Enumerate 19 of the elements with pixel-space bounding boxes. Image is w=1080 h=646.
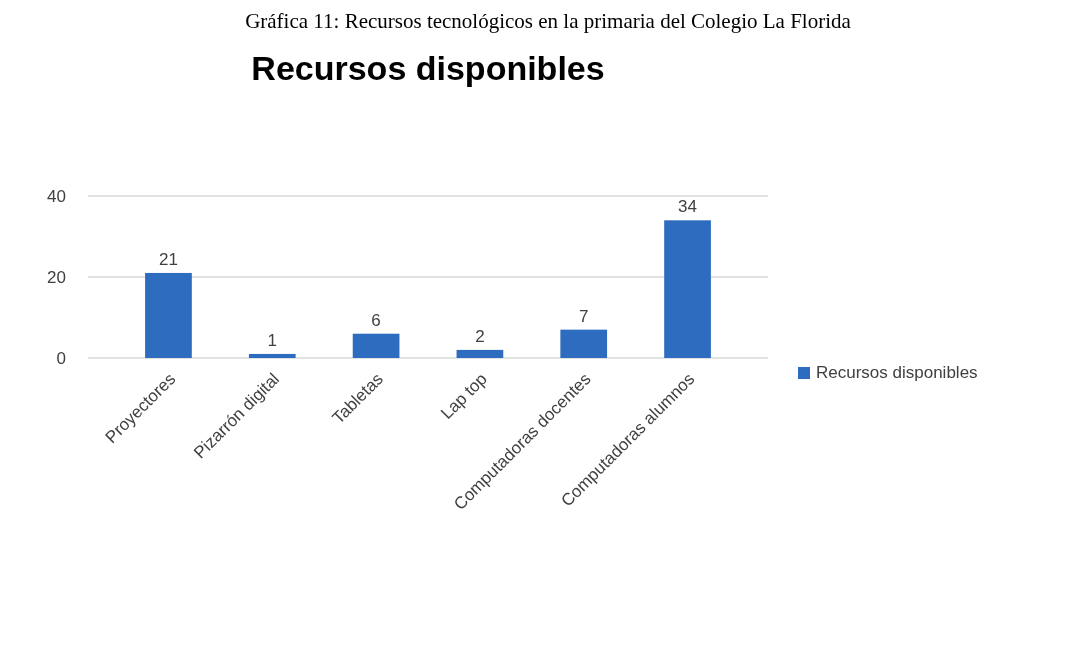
data-label: 21 xyxy=(159,249,178,269)
chart-title: Recursos disponibles xyxy=(251,49,605,87)
data-label: 7 xyxy=(578,306,589,326)
bar xyxy=(456,349,504,358)
data-label: 6 xyxy=(371,310,381,330)
bar xyxy=(145,272,192,358)
bar xyxy=(352,333,400,358)
bar xyxy=(664,220,711,358)
y-tick-label: 0 xyxy=(56,349,66,368)
x-tick-label: Lap top xyxy=(437,369,491,423)
data-label: 1 xyxy=(267,330,278,350)
data-label: 2 xyxy=(475,326,485,346)
bar xyxy=(248,353,296,358)
y-tick-label: 20 xyxy=(47,268,66,287)
text: Gráfica 11: Recursos tecnológicos en la primaria del Colegio La Florida xyxy=(245,9,852,33)
bar xyxy=(560,329,608,358)
legend-label: Recursos disponibles xyxy=(816,363,978,382)
y-tick-label: 40 xyxy=(47,187,66,206)
data-label: 34 xyxy=(678,197,697,217)
